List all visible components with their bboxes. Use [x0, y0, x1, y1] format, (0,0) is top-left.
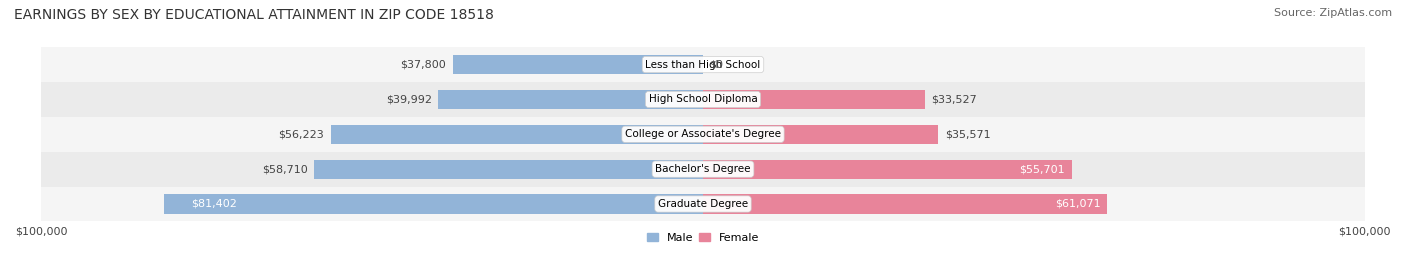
Text: $37,800: $37,800 — [401, 59, 446, 70]
Text: $0: $0 — [710, 59, 724, 70]
Text: $58,710: $58,710 — [262, 164, 308, 174]
Text: EARNINGS BY SEX BY EDUCATIONAL ATTAINMENT IN ZIP CODE 18518: EARNINGS BY SEX BY EDUCATIONAL ATTAINMEN… — [14, 8, 494, 22]
Text: $55,701: $55,701 — [1019, 164, 1064, 174]
Bar — [41, 47, 1365, 82]
Bar — [41, 82, 1365, 117]
Text: $61,071: $61,071 — [1054, 199, 1101, 209]
Text: College or Associate's Degree: College or Associate's Degree — [626, 129, 780, 139]
Text: $35,571: $35,571 — [945, 129, 991, 139]
Bar — [703, 159, 1071, 179]
Bar — [703, 125, 938, 144]
Text: Source: ZipAtlas.com: Source: ZipAtlas.com — [1274, 8, 1392, 18]
Bar — [315, 159, 703, 179]
Bar — [330, 125, 703, 144]
Bar — [703, 194, 1107, 214]
Bar — [41, 187, 1365, 221]
Bar — [165, 194, 703, 214]
Bar — [703, 90, 925, 109]
Text: Less than High School: Less than High School — [645, 59, 761, 70]
Bar — [41, 152, 1365, 187]
Text: Bachelor's Degree: Bachelor's Degree — [655, 164, 751, 174]
Text: $33,527: $33,527 — [932, 94, 977, 105]
Bar — [453, 55, 703, 74]
Text: $39,992: $39,992 — [385, 94, 432, 105]
Legend: Male, Female: Male, Female — [643, 228, 763, 247]
Text: $81,402: $81,402 — [191, 199, 238, 209]
Text: $56,223: $56,223 — [278, 129, 325, 139]
Text: High School Diploma: High School Diploma — [648, 94, 758, 105]
Text: Graduate Degree: Graduate Degree — [658, 199, 748, 209]
Bar — [41, 117, 1365, 152]
Bar — [439, 90, 703, 109]
